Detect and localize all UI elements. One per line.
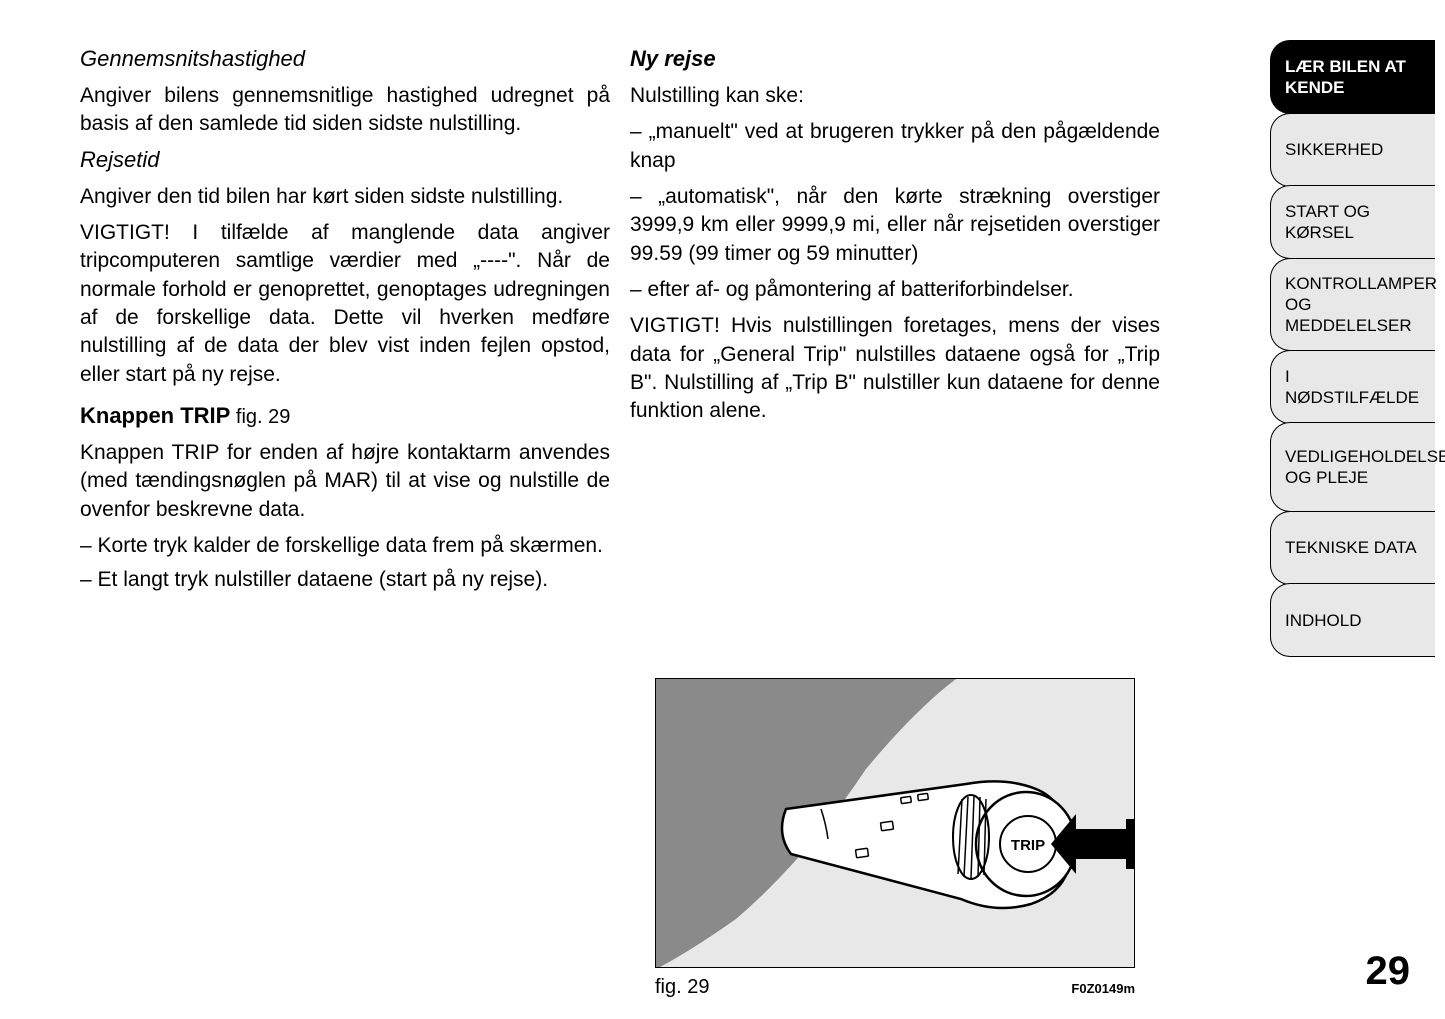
figure-code: F0Z0149m (1071, 981, 1135, 996)
page-number: 29 (1366, 949, 1411, 994)
figure-label: fig. 29 (655, 976, 709, 999)
para-important-reset: VIGTIGT! Hvis nulstillingen foretages, m… (630, 312, 1160, 425)
manual-page: Gennemsnitshastighed Angiver bilens genn… (0, 0, 1445, 1019)
left-column: Gennemsnitshastighed Angiver bilens genn… (80, 40, 610, 999)
tab-sikkerhed[interactable]: SIKKERHED (1270, 113, 1435, 187)
sidebar-tabs: LÆR BILEN AT KENDE SIKKERHED START OG KØ… (1270, 0, 1445, 1019)
tab-indhold[interactable]: INDHOLD (1270, 583, 1435, 657)
content-area: Gennemsnitshastighed Angiver bilens genn… (0, 0, 1270, 1019)
right-column-text: Ny rejse Nulstilling kan ske: – „manuelt… (630, 40, 1160, 434)
tab-label: INDHOLD (1285, 610, 1362, 631)
trip-button-label: TRIP (1011, 837, 1045, 854)
bullet-battery: – efter af- og påmontering af batterifor… (630, 276, 1160, 304)
para-travel-time: Angiver den tid bilen har kørt siden sid… (80, 183, 610, 211)
tab-vedligeholdelse[interactable]: VEDLIGEHOLDELSE OG PLEJE (1270, 422, 1435, 512)
right-column: Ny rejse Nulstilling kan ske: – „manuelt… (630, 40, 1160, 999)
para-reset-intro: Nulstilling kan ske: (630, 82, 1160, 110)
para-trip-button-desc: Knappen TRIP for enden af højre kontakta… (80, 439, 610, 524)
para-important-missing-data: VIGTIGT! I tilfælde af manglende data an… (80, 219, 610, 389)
tab-tekniske-data[interactable]: TEKNISKE DATA (1270, 511, 1435, 585)
para-avg-speed: Angiver bilens gennemsnitlige hastighed … (80, 82, 610, 139)
figure-29-illustration: TRIP (655, 678, 1135, 968)
tab-label: LÆR BILEN AT KENDE (1285, 56, 1425, 99)
heading-knappen-trip: Knappen TRIP fig. 29 (80, 403, 610, 429)
tab-label: START OG KØRSEL (1285, 201, 1425, 244)
heading-knappen-trip-bold: Knappen TRIP (80, 403, 230, 428)
tab-label: I NØDSTILFÆLDE (1285, 366, 1425, 409)
trip-stalk-svg: TRIP (656, 679, 1135, 968)
tab-label: SIKKERHED (1285, 139, 1383, 160)
figure-caption: fig. 29 F0Z0149m (655, 976, 1135, 999)
tab-label: TEKNISKE DATA (1285, 537, 1417, 558)
tab-start-korsel[interactable]: START OG KØRSEL (1270, 185, 1435, 259)
heading-gennemsnitshastighed: Gennemsnitshastighed (80, 46, 610, 72)
tab-kontrollamper[interactable]: KONTROLLAMPER OG MEDDELELSER (1270, 258, 1435, 352)
heading-rejsetid: Rejsetid (80, 147, 610, 173)
bullet-automatic: – „automatisk", når den kørte strækning … (630, 183, 1160, 268)
tab-laer-bilen[interactable]: LÆR BILEN AT KENDE (1270, 40, 1435, 114)
heading-knappen-trip-fig: fig. 29 (230, 406, 290, 428)
tab-label: KONTROLLAMPER OG MEDDELELSER (1285, 273, 1437, 337)
figure-area: TRIP fig. 29 F0Z0149m (630, 434, 1160, 999)
tab-label: VEDLIGEHOLDELSE OG PLEJE (1285, 446, 1445, 489)
heading-ny-rejse: Ny rejse (630, 46, 1160, 72)
bullet-long-press: – Et langt tryk nulstiller dataene (star… (80, 566, 610, 594)
bullet-manual: – „manuelt" ved at brugeren trykker på d… (630, 118, 1160, 175)
bullet-short-press: – Korte tryk kalder de forskellige data … (80, 532, 610, 560)
tab-nodstilfaelde[interactable]: I NØDSTILFÆLDE (1270, 350, 1435, 424)
